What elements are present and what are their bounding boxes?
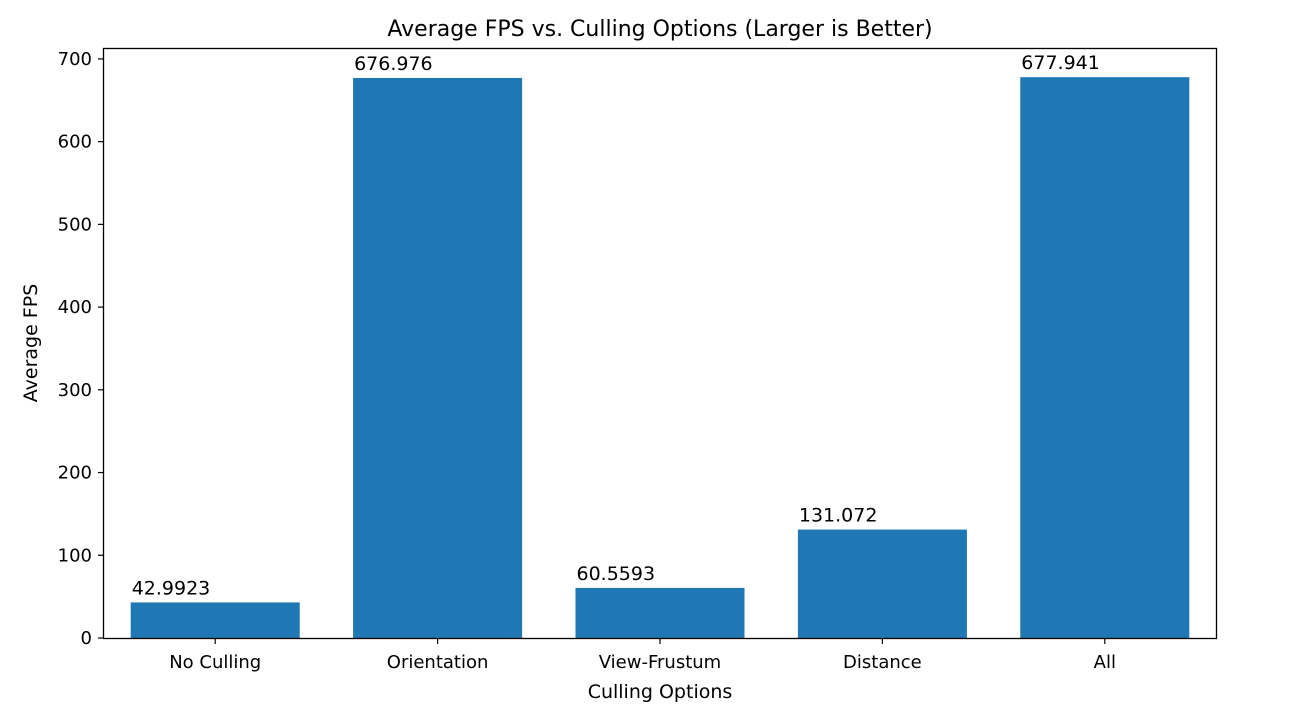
y-tick-label-4: 400 <box>58 297 92 318</box>
y-axis: 0 100 200 300 400 500 600 700 <box>58 49 104 649</box>
chart-title: Average FPS vs. Culling Options (Larger … <box>387 17 932 42</box>
plot-frame <box>102 47 1218 640</box>
y-tick-label-5: 500 <box>58 214 92 235</box>
bar-3 <box>797 529 967 638</box>
data-labels-group: 42.9923 676.976 60.5593 131.072 677.941 <box>132 52 1100 599</box>
x-tick-label-1: Orientation <box>387 652 489 673</box>
bar-2 <box>575 587 745 638</box>
y-tick-label-3: 300 <box>58 380 92 401</box>
bar-0 <box>130 602 300 638</box>
bar-1 <box>353 77 523 638</box>
y-tick-label-1: 100 <box>58 545 92 566</box>
x-tick-label-3: Distance <box>843 652 922 673</box>
data-label-3: 131.072 <box>799 505 878 527</box>
data-label-1: 676.976 <box>354 53 433 75</box>
y-tick-label-6: 600 <box>58 132 92 153</box>
y-tick-label-0: 0 <box>81 628 92 649</box>
bars-group <box>130 77 1190 638</box>
y-tick-label-2: 200 <box>58 463 92 484</box>
x-tick-label-0: No Culling <box>169 652 261 673</box>
y-tick-label-7: 700 <box>58 49 92 70</box>
data-label-2: 60.5593 <box>576 563 655 585</box>
data-label-0: 42.9923 <box>132 577 211 599</box>
x-axis-label: Culling Options <box>588 681 733 703</box>
x-tick-label-4: All <box>1094 652 1116 673</box>
x-axis: No Culling Orientation View-Frustum Distanc… <box>169 638 1116 673</box>
data-label-4: 677.941 <box>1021 52 1100 74</box>
bar-4 <box>1020 77 1190 638</box>
x-tick-label-2: View-Frustum <box>599 652 721 673</box>
y-axis-label: Average FPS <box>20 284 42 403</box>
